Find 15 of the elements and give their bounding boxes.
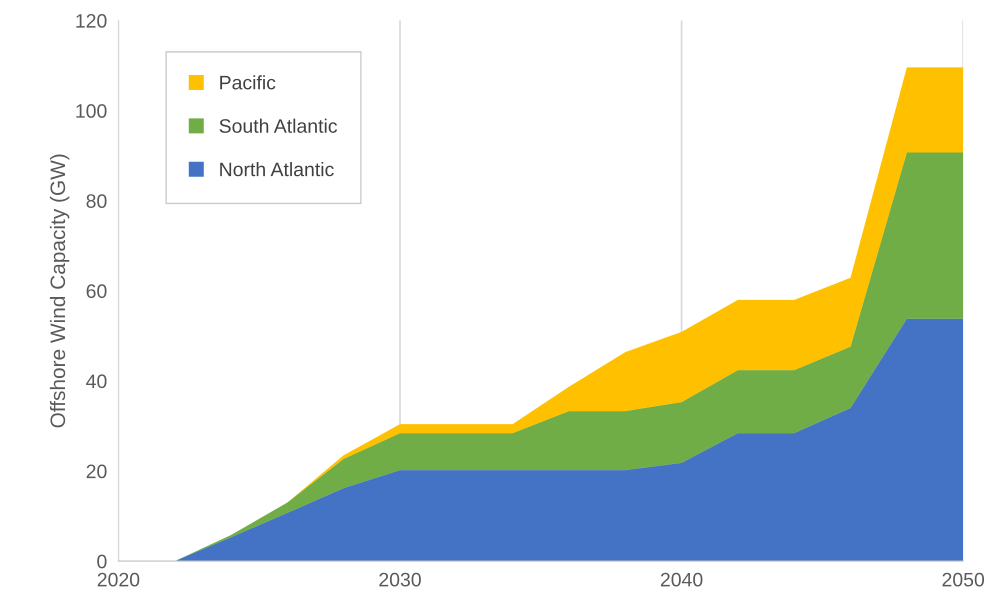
y-tick-label: 100 [76,104,107,118]
x-tick-label: 2040 [660,572,702,587]
y-axis-title: Offshore Wind Capacity (GW) [50,154,70,428]
y-tick-label: 0 [97,554,107,568]
x-tick-label: 2050 [942,572,984,587]
y-tick-label: 80 [86,194,107,208]
legend-label: Pacific [220,75,276,90]
x-tick-label: 2020 [98,572,140,587]
y-tick-label: 60 [86,284,107,298]
y-tick-label: 40 [86,374,107,388]
y-tick-label: 20 [86,464,107,478]
x-tick-label: 2030 [379,572,421,587]
y-tick-label: 120 [76,14,107,28]
legend-label: South Atlantic [220,118,338,133]
legend-label: North Atlantic [220,162,334,176]
